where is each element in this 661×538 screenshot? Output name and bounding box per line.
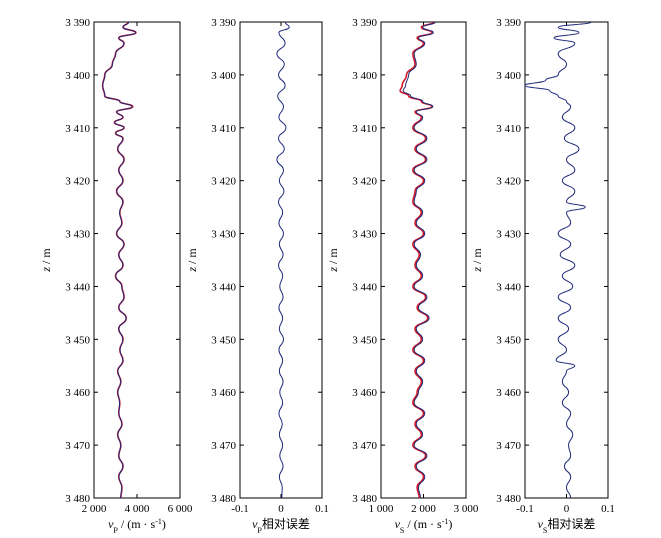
x-tick-label: 6 000	[168, 503, 193, 515]
x-axis-label-text: / (m · s	[118, 517, 156, 531]
y-tick-label: 3 440	[65, 281, 90, 293]
plot-frame	[380, 21, 467, 499]
y-tick-label: 3 480	[65, 493, 90, 505]
x-axis-label-end: )	[448, 517, 452, 531]
y-tick-label: 3 420	[352, 176, 377, 188]
y-tick-label: 3 420	[65, 176, 90, 188]
y-tick-label: 3 400	[352, 70, 377, 82]
x-axis-label: vP相对误差	[252, 517, 310, 535]
x-axis-label: vS相对误差	[538, 517, 596, 535]
y-axis-label: z / m	[326, 248, 340, 273]
x-axis-label: vS / (m · s-1)	[395, 517, 453, 535]
x-tick-label: -0.1	[516, 503, 533, 515]
x-tick-label: 2 000	[82, 503, 107, 515]
panel-vs: 3 390 3 400 3 410 3 420 3 430 3 440 3 450 3 460…	[326, 17, 479, 535]
y-tick-label: 3 440	[352, 281, 377, 293]
y-axis-label-unit: / m	[185, 248, 199, 267]
x-tick-label: 2 000	[411, 503, 436, 515]
panel-vp-relative-error: 3 390 3 400 3 410 3 420 3 430 3 440 3 450 3 460…	[185, 17, 329, 535]
y-axis-label: z / m	[39, 248, 53, 273]
x-tick-label: 0.1	[315, 503, 329, 515]
y-axis-label: z / m	[185, 248, 199, 273]
series-line-0	[276, 21, 290, 499]
y-tick-label: 3 450	[65, 334, 90, 346]
y-tick-label: 3 410	[211, 123, 236, 135]
y-axis-label-unit: / m	[470, 248, 484, 267]
y-tick-label: 3 410	[65, 123, 90, 135]
y-tick-label: 3 440	[496, 281, 521, 293]
x-axis-label-sub: P	[113, 526, 118, 535]
y-tick-label: 3 450	[211, 334, 236, 346]
x-tick-label: 1 000	[369, 503, 394, 515]
y-tick-label: 3 390	[496, 17, 521, 29]
y-tick-label: 3 410	[352, 123, 377, 135]
x-axis-label-var: v	[395, 517, 401, 531]
y-tick-label: 3 470	[65, 440, 90, 452]
x-axis-label-text: 相对误差	[262, 517, 310, 531]
y-tick-label: 3 440	[211, 281, 236, 293]
x-axis-label-var: v	[108, 517, 114, 531]
plot-frame	[93, 21, 181, 499]
series-line-1	[402, 21, 436, 499]
y-axis-label-var: z	[185, 267, 199, 273]
x-axis-label-sup: -1	[155, 517, 162, 526]
y-tick-label: 3 430	[496, 229, 521, 241]
panel-vp: 3 390 3 400 3 410 3 420 3 430 3 440 3 450 3 460…	[39, 17, 193, 535]
y-tick-label: 3 460	[496, 387, 521, 399]
y-tick-label: 3 470	[211, 440, 236, 452]
y-tick-label: 3 460	[352, 387, 377, 399]
x-axis-label-text: / (m · s	[404, 517, 442, 531]
y-axis-label-var: z	[326, 267, 340, 273]
y-tick-label: 3 430	[352, 229, 377, 241]
x-tick-label: -0.1	[231, 503, 248, 515]
x-axis-label-sup: -1	[442, 517, 449, 526]
y-tick-label: 3 410	[496, 123, 521, 135]
y-axis-label-var: z	[470, 267, 484, 273]
panel-vs-relative-error: 3 390 3 400 3 410 3 420 3 430 3 440 3 450 3 460…	[470, 17, 615, 535]
x-axis-label-sub: S	[543, 526, 547, 535]
y-axis-label-unit: / m	[326, 248, 340, 267]
x-axis-label-var: v	[538, 517, 544, 531]
x-axis-label-end: )	[162, 517, 166, 531]
series-line-0	[399, 21, 435, 499]
y-tick-label: 3 470	[496, 440, 521, 452]
y-tick-label: 3 400	[496, 70, 521, 82]
y-tick-label: 3 430	[65, 229, 90, 241]
y-tick-label: 3 430	[211, 229, 236, 241]
x-axis-label-sub: S	[400, 526, 404, 535]
y-tick-label: 3 470	[352, 440, 377, 452]
x-tick-label: 4 000	[125, 503, 150, 515]
y-tick-label: 3 400	[211, 70, 236, 82]
y-tick-label: 3 480	[496, 493, 521, 505]
y-tick-label: 3 390	[211, 17, 236, 29]
y-tick-label: 3 480	[352, 493, 377, 505]
series-line-0	[524, 21, 592, 499]
x-axis-label-sub: P	[257, 526, 262, 535]
x-axis-label-text: 相对误差	[547, 517, 595, 531]
series-line-1	[102, 21, 137, 499]
y-tick-label: 3 390	[352, 17, 377, 29]
y-tick-label: 3 390	[65, 17, 90, 29]
y-tick-label: 3 420	[496, 176, 521, 188]
x-axis-label: vP / (m · s-1)	[108, 517, 166, 535]
x-tick-label: 3 000	[454, 503, 479, 515]
y-tick-label: 3 480	[211, 493, 236, 505]
x-tick-label: 0	[278, 503, 284, 515]
x-tick-label: 0.1	[601, 503, 615, 515]
x-tick-label: 0	[564, 503, 570, 515]
y-tick-label: 3 420	[211, 176, 236, 188]
x-axis-label-var: v	[252, 517, 258, 531]
y-tick-label: 3 460	[65, 387, 90, 399]
series-line-0	[101, 21, 137, 499]
y-axis-label-var: z	[39, 267, 53, 273]
y-axis-label: z / m	[470, 248, 484, 273]
y-tick-label: 3 460	[211, 387, 236, 399]
y-axis-label-unit: / m	[39, 248, 53, 267]
y-tick-label: 3 450	[496, 334, 521, 346]
y-tick-label: 3 450	[352, 334, 377, 346]
y-tick-label: 3 400	[65, 70, 90, 82]
